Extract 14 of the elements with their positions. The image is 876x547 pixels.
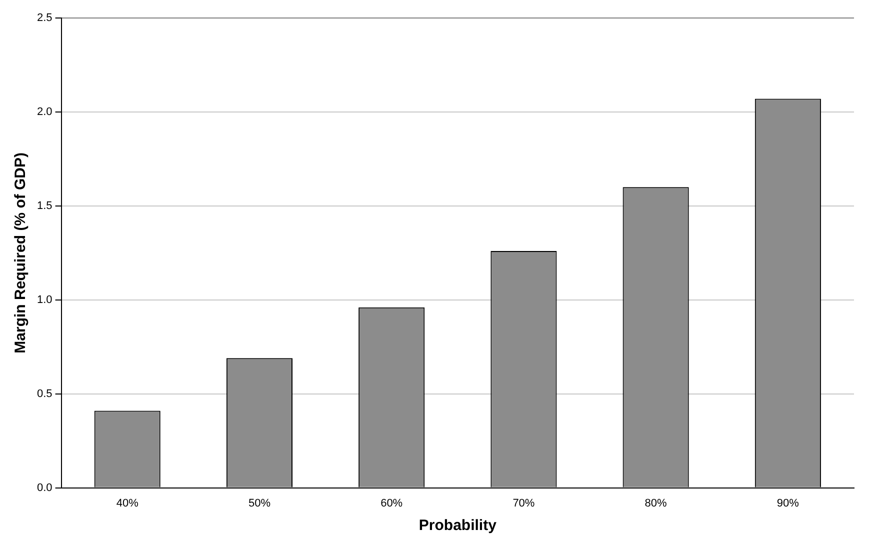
x-tick-label: 80%	[644, 497, 668, 510]
y-tick-label: 1.0	[36, 294, 52, 306]
x-tick-label: 90%	[776, 497, 800, 510]
x-tick-label: 60%	[380, 497, 403, 510]
x-tick-label: 70%	[512, 497, 535, 510]
y-tick-label: 2.0	[36, 106, 52, 118]
y-tick-label: 0.0	[36, 482, 52, 494]
x-tick-label: 50%	[248, 497, 271, 510]
y-tick-label: 2.5	[36, 12, 52, 24]
y-axis-title: Margin Required (% of GDP)	[12, 152, 30, 354]
x-axis-title: Probability	[418, 517, 498, 534]
x-tick-label: 40%	[116, 497, 139, 510]
y-tick-label: 1.5	[36, 200, 52, 212]
y-tick-label: 0.5	[36, 388, 52, 400]
